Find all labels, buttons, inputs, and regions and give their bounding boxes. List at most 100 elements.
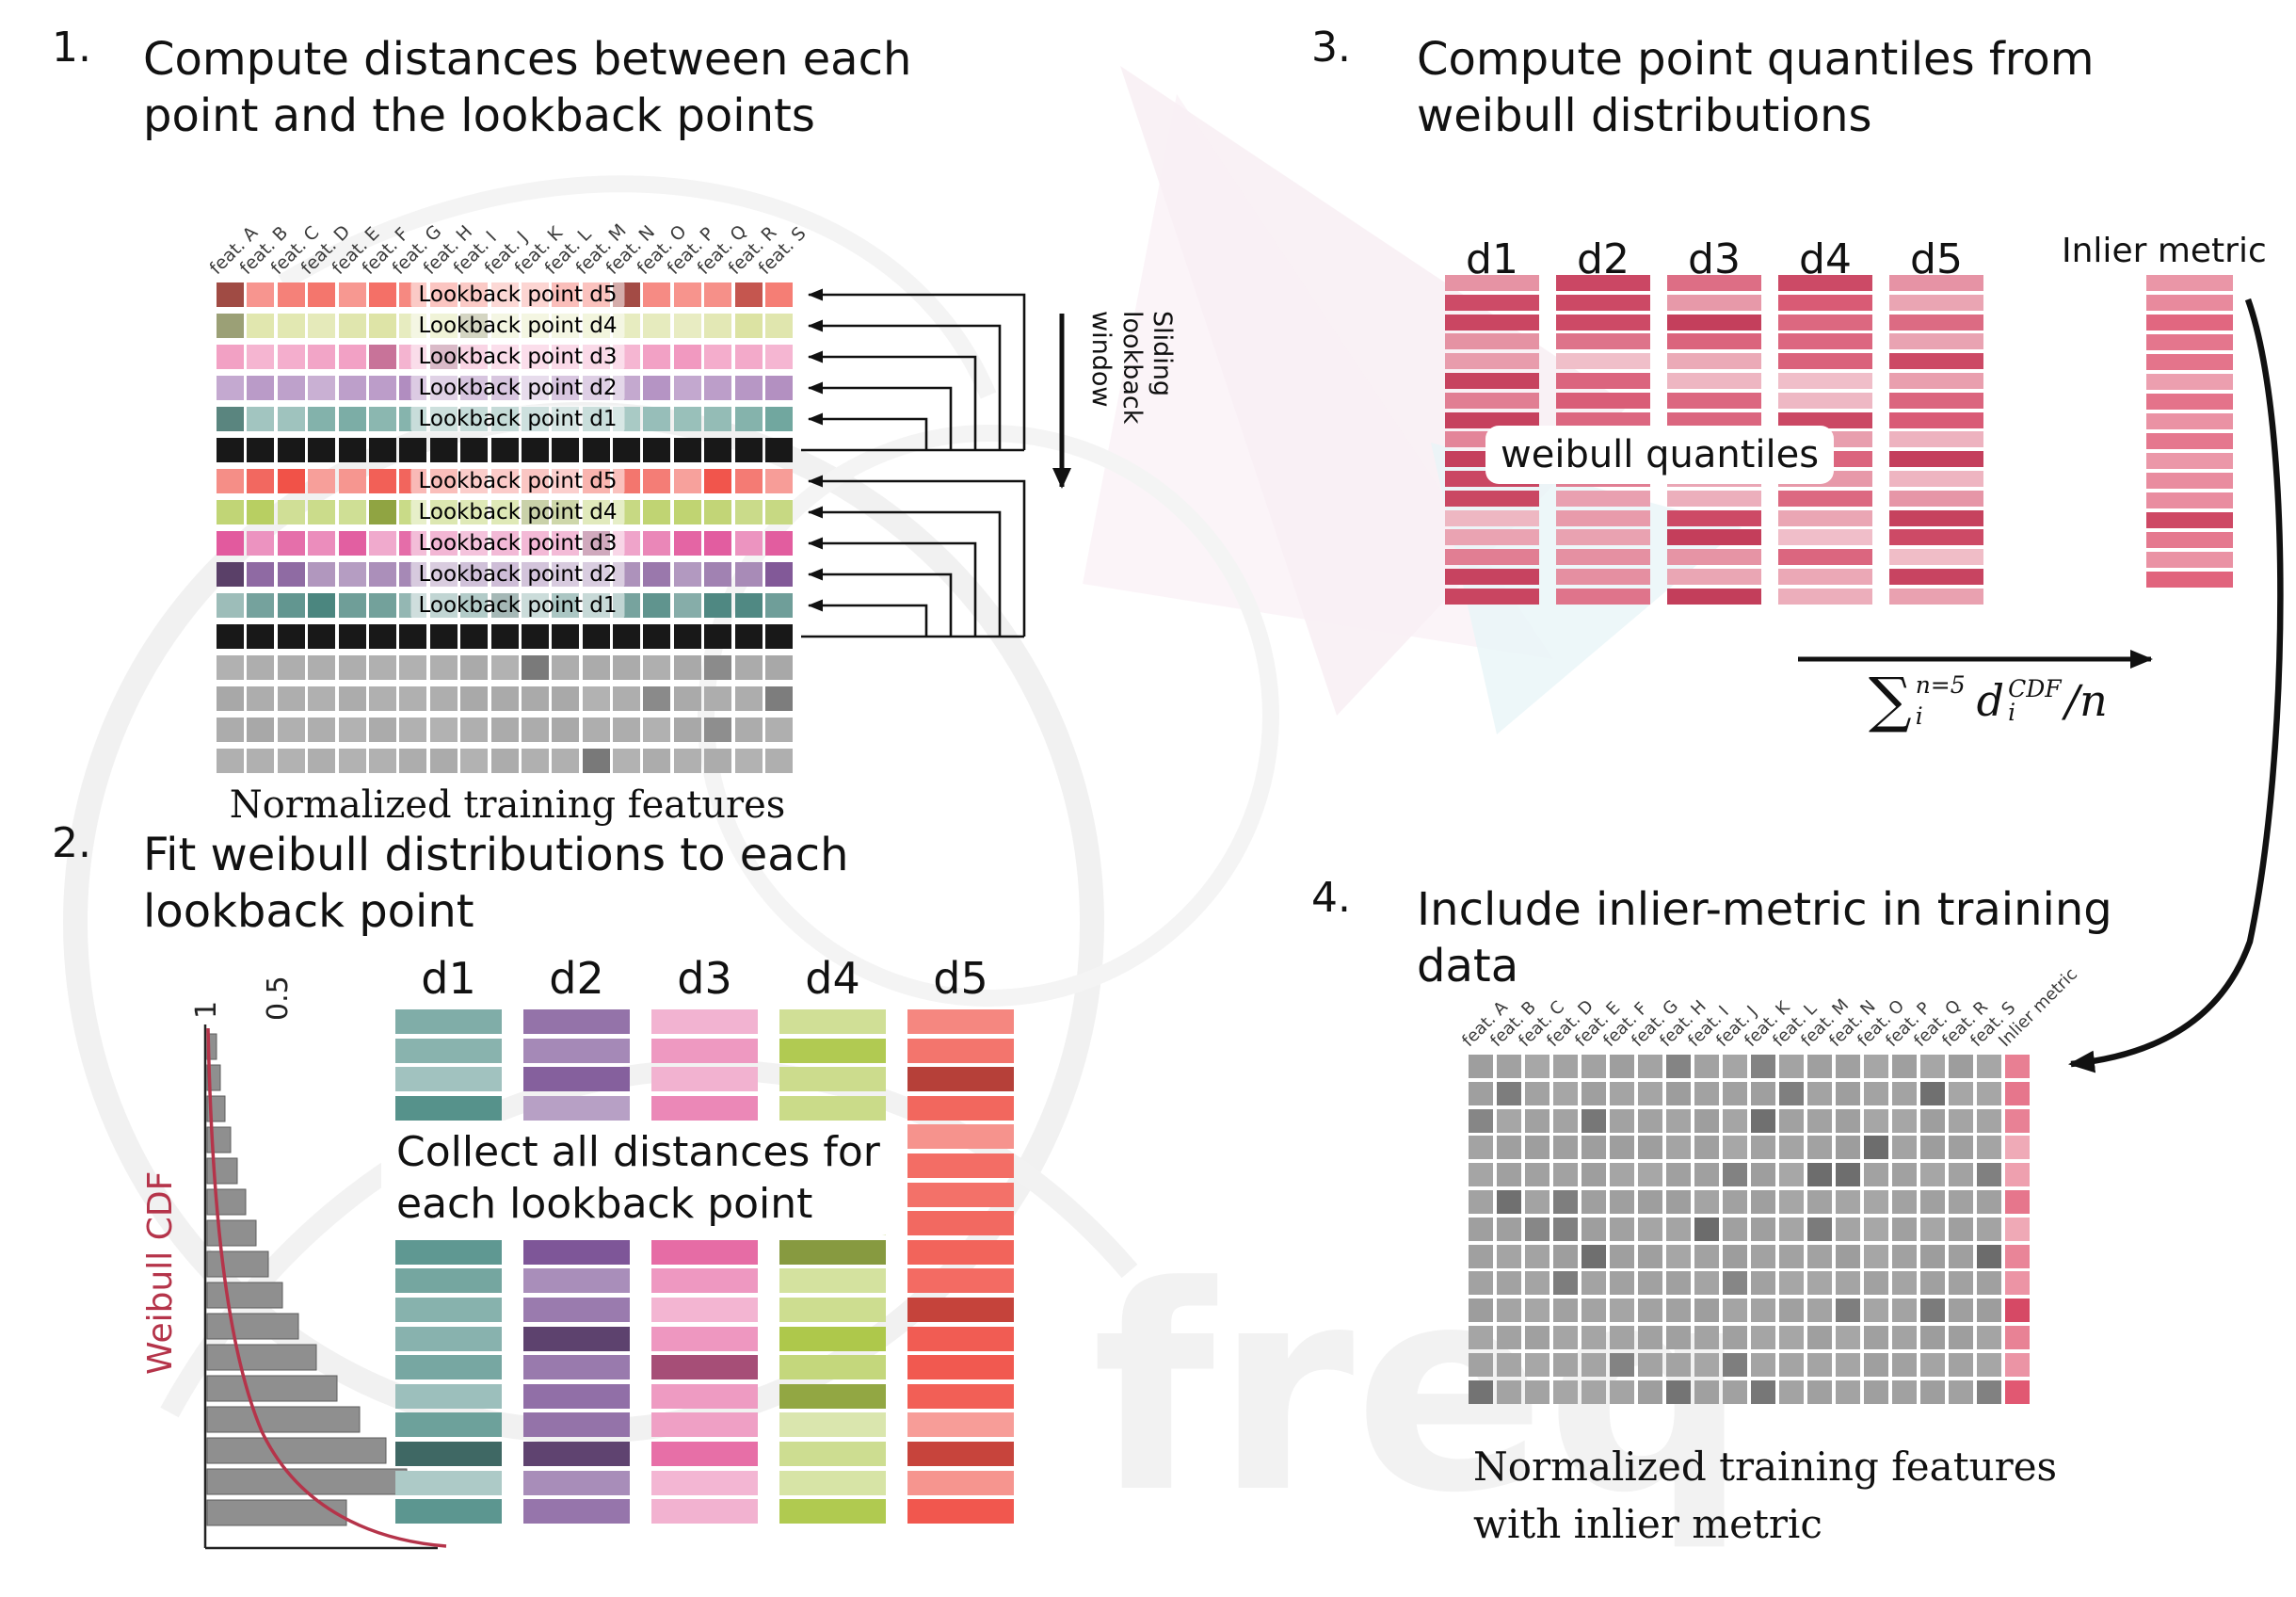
grid-cell <box>1977 1271 2001 1296</box>
grid-cell <box>1977 1163 2001 1187</box>
grid-cell <box>651 1038 758 1063</box>
grid-cell <box>1836 1379 1860 1404</box>
grid-cell <box>217 655 244 680</box>
grid-row <box>1469 1163 2071 1187</box>
grid-cell <box>338 624 366 649</box>
distance-column <box>523 1009 630 1528</box>
grid-cell <box>779 1470 886 1495</box>
grid-cell <box>338 407 366 431</box>
grid-cell <box>643 624 671 649</box>
grid-cell <box>1445 490 1539 507</box>
grid-cell <box>673 686 701 711</box>
grid-cell <box>1582 1108 1606 1133</box>
grid-cell <box>338 438 366 462</box>
grid-cell <box>1582 1217 1606 1241</box>
grid-cell <box>673 749 701 773</box>
grid-cell <box>2146 552 2233 568</box>
grid-cell <box>765 655 794 680</box>
grid-cell <box>765 407 794 431</box>
grid-cell <box>217 749 244 773</box>
step-3-title-line1: Compute point quantiles from <box>1417 33 2095 86</box>
grid-cell <box>1556 275 1650 291</box>
grid-cell <box>2146 275 2233 291</box>
grid-cell <box>2005 1379 2030 1404</box>
grid-cell <box>779 1499 886 1524</box>
grid-cell <box>395 1326 502 1351</box>
grid-cell <box>1949 1163 1973 1187</box>
grid-cell <box>1892 1055 1917 1078</box>
grid-cell <box>779 1009 886 1034</box>
grid-cell <box>907 1182 1014 1207</box>
grid-cell <box>1638 1108 1662 1133</box>
grid-cell <box>643 469 671 493</box>
grid-cell <box>734 500 763 524</box>
grid-cell <box>368 500 396 524</box>
grid-cell <box>1723 1271 1747 1296</box>
grid-cell <box>1694 1217 1719 1241</box>
grid-cell <box>1553 1352 1578 1377</box>
step-3-number: 3. <box>1311 24 1351 72</box>
distance-column <box>907 1009 1014 1528</box>
grid-cell <box>523 1355 630 1380</box>
grid-cell <box>1920 1379 1945 1404</box>
grid-cell <box>1779 1325 1804 1349</box>
grid-cell <box>1864 1299 1888 1323</box>
grid-cell <box>277 655 305 680</box>
grid-cell <box>765 469 794 493</box>
grid-cell <box>1779 1271 1804 1296</box>
histogram-bar <box>206 1219 257 1247</box>
grid-cell <box>1582 1352 1606 1377</box>
grid-cell <box>552 655 580 680</box>
grid-cell <box>1469 1352 1493 1377</box>
grid-cell <box>429 655 458 680</box>
caption-line2: with inlier metric <box>1473 1500 1822 1547</box>
grid-cell <box>1892 1244 1917 1268</box>
grid-cell <box>673 655 701 680</box>
grid-cell <box>779 1412 886 1438</box>
grid-cell <box>338 655 366 680</box>
grid-cell <box>734 624 763 649</box>
grid-cell <box>395 1038 502 1063</box>
grid-cell <box>1610 1271 1634 1296</box>
grid-cell <box>1889 431 1983 448</box>
grid-cell <box>1778 529 1872 546</box>
grid-cell <box>1949 1217 1973 1241</box>
grid-cell <box>1556 529 1650 546</box>
grid-cell <box>1836 1299 1860 1323</box>
grid-cell <box>1469 1136 1493 1160</box>
grid-cell <box>247 593 275 618</box>
grid-cell <box>1977 1081 2001 1105</box>
grid-cell <box>582 624 610 649</box>
grid-cell <box>1807 1108 1832 1133</box>
grid-cell <box>1582 1163 1606 1187</box>
grid-cell <box>907 1067 1014 1092</box>
grid-cell <box>217 469 244 493</box>
grid-cell <box>779 1383 886 1409</box>
grid-cell <box>399 686 427 711</box>
d3-header: d3 <box>677 953 732 1004</box>
grid-cell <box>1638 1189 1662 1214</box>
d1-header: d1 <box>421 953 476 1004</box>
grid-cell <box>1638 1299 1662 1323</box>
grid-cell <box>1666 1189 1691 1214</box>
grid-cell <box>704 686 732 711</box>
grid-cell <box>308 314 336 338</box>
grid-cell <box>1497 1217 1521 1241</box>
grid-cell <box>247 500 275 524</box>
grid-cell <box>1553 1081 1578 1105</box>
grid-cell <box>643 438 671 462</box>
grid-cell <box>1892 1352 1917 1377</box>
grid-cell <box>1638 1271 1662 1296</box>
grid-cell <box>1553 1271 1578 1296</box>
grid-row <box>217 686 819 711</box>
grid-cell <box>395 1412 502 1438</box>
grid-cell <box>429 749 458 773</box>
grid-cell <box>1949 1352 1973 1377</box>
lookback-row-label: Lookback point d5 <box>410 281 625 309</box>
grid-cell <box>1525 1217 1549 1241</box>
grid-cell <box>1949 1271 1973 1296</box>
grid-cell <box>1892 1299 1917 1323</box>
variable-superscript: CDF <box>2008 675 2062 702</box>
grid-cell <box>1751 1163 1775 1187</box>
grid-row: Lookback point d4 <box>217 498 819 526</box>
